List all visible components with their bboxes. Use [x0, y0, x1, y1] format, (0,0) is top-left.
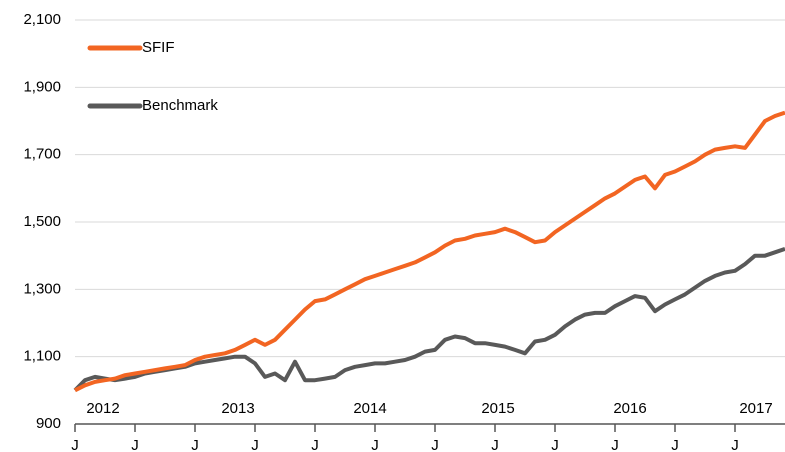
x-tick-label: J — [251, 437, 259, 452]
year-label: 2016 — [613, 400, 646, 417]
y-tick-label: 1,100 — [23, 348, 61, 365]
y-tick-label: 1,900 — [23, 78, 61, 95]
y-tick-label: 1,500 — [23, 213, 61, 230]
y-tick-label: 2,100 — [23, 11, 61, 28]
x-tick-label: J — [671, 437, 679, 452]
y-tick-label: 1,300 — [23, 280, 61, 297]
year-label: 2015 — [481, 400, 514, 417]
year-label: 2013 — [221, 400, 254, 417]
x-tick-label: J — [191, 437, 199, 452]
y-tick-label: 1,700 — [23, 146, 61, 163]
legend-label: SFIF — [142, 39, 175, 56]
x-tick-label: J — [311, 437, 319, 452]
x-tick-label: J — [371, 437, 379, 452]
year-label: 2017 — [739, 400, 772, 417]
x-tick-label: J — [551, 437, 559, 452]
year-label: 2014 — [353, 400, 386, 417]
series-line — [73, 247, 785, 392]
x-tick-label: J — [491, 437, 499, 452]
x-tick-label: J — [731, 437, 739, 452]
year-label: 2012 — [86, 400, 119, 417]
x-tick-label: J — [131, 437, 139, 452]
x-tick-label: J — [611, 437, 619, 452]
y-tick-label: 900 — [36, 415, 61, 432]
legend-label: Benchmark — [142, 97, 218, 114]
x-tick-label: J — [71, 437, 79, 452]
x-tick-label: J — [431, 437, 439, 452]
series-line — [74, 110, 785, 393]
